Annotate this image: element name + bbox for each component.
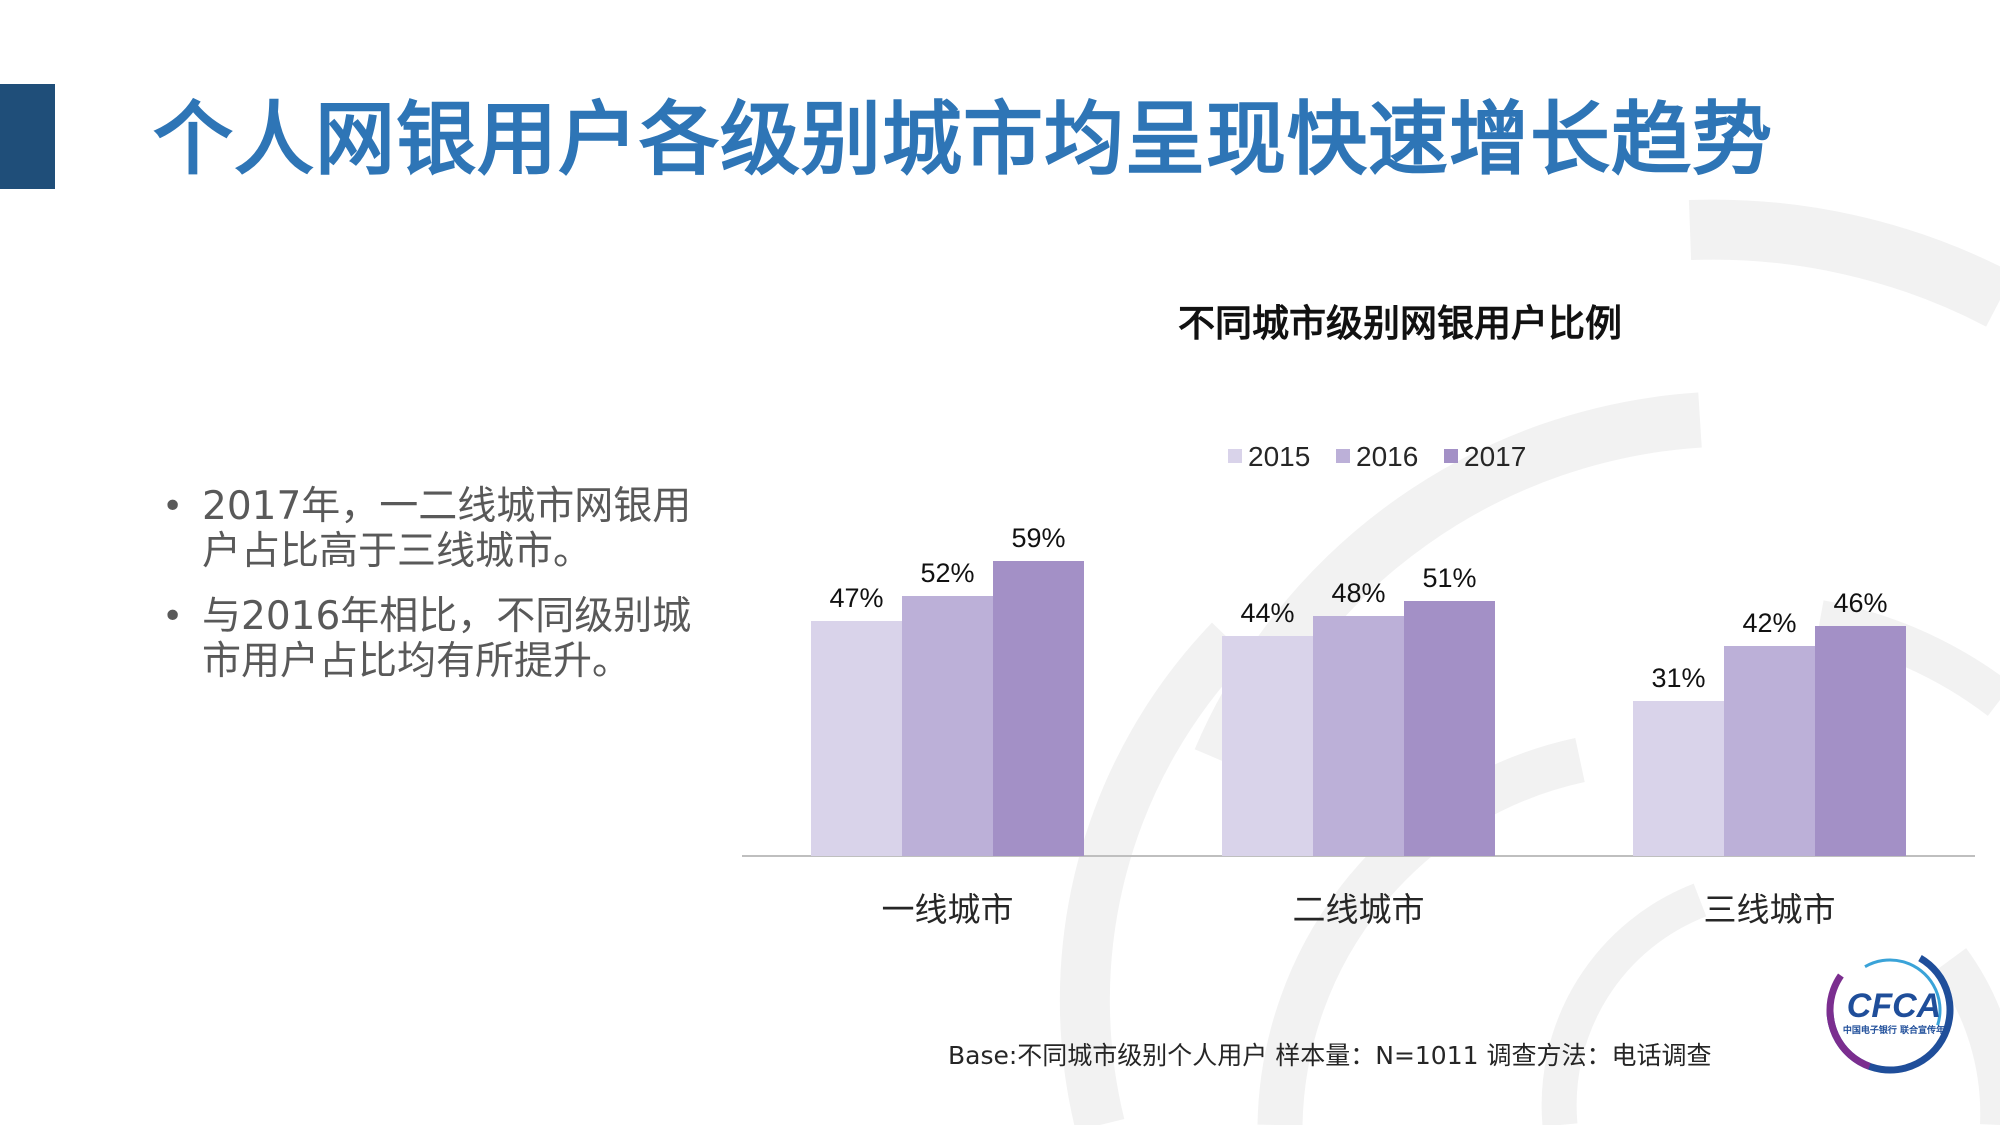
title-accent-block	[0, 84, 55, 189]
legend-swatch-2015	[1228, 449, 1242, 463]
category-label: 三线城市	[1704, 890, 1836, 929]
logo-text: CFCA	[1846, 987, 1942, 1025]
data-label: 48%	[1331, 578, 1385, 608]
bullet-text: 与2016年相比，不同级别城市用户占比均有所提升。	[202, 594, 692, 684]
decor-arc	[1541, 883, 1707, 1125]
decor-arc	[1257, 738, 1585, 1125]
bar-2017-2	[1815, 626, 1906, 856]
bullet-item: • 2017年，一二线城市网银用户占比高于三线城市。	[158, 484, 718, 574]
bullet-marker: •	[162, 486, 184, 527]
bar-2015-0	[811, 621, 902, 856]
footnote: Base:不同城市级别个人用户 样本量：N=1011 调查方法：电话调查	[948, 1041, 1712, 1070]
decor-arc	[1688, 199, 2000, 327]
bar-2015-2	[1633, 701, 1724, 856]
bullet-list: • 2017年，一二线城市网银用户占比高于三线城市。 • 与2016年相比，不同…	[158, 484, 718, 704]
cfca-logo: CFCA 中国电子银行 联合宣传年	[1820, 940, 1960, 1080]
bar-2015-1	[1222, 636, 1313, 856]
data-label: 46%	[1833, 588, 1887, 618]
data-label: 51%	[1422, 563, 1476, 593]
data-label: 52%	[920, 558, 974, 588]
chart-title: 不同城市级别网银用户比例	[1178, 302, 1622, 345]
legend-swatch-2016	[1336, 449, 1350, 463]
bar-2017-1	[1404, 601, 1495, 856]
legend-label: 2017	[1464, 441, 1526, 472]
data-label: 59%	[1011, 523, 1065, 553]
logo-ring-icon	[1826, 946, 1954, 1074]
data-label: 42%	[1742, 608, 1796, 638]
bar-2016-2	[1724, 646, 1815, 856]
legend-label: 2016	[1356, 441, 1418, 472]
bullet-text: 2017年，一二线城市网银用户占比高于三线城市。	[202, 484, 692, 574]
bullet-marker: •	[162, 596, 184, 637]
bullet-item: • 与2016年相比，不同级别城市用户占比均有所提升。	[158, 594, 718, 684]
bar-2016-0	[902, 596, 993, 856]
legend-swatch-2017	[1444, 449, 1458, 463]
data-label: 44%	[1240, 598, 1294, 628]
decor-arc	[1059, 622, 1249, 1125]
decor-arc	[1816, 600, 2000, 716]
category-label: 一线城市	[882, 890, 1014, 929]
legend-label: 2015	[1248, 441, 1310, 472]
category-label: 二线城市	[1293, 890, 1425, 929]
bar-2017-0	[993, 561, 1084, 856]
page-title: 个人网银用户各级别城市均呈现快速增长趋势	[153, 93, 1773, 186]
logo-subtext: 中国电子银行 联合宣传年	[1842, 1026, 1946, 1036]
decor-arc	[1933, 948, 2000, 1125]
data-label: 31%	[1651, 663, 1705, 693]
bar-2016-1	[1313, 616, 1404, 856]
data-label: 47%	[829, 583, 883, 613]
